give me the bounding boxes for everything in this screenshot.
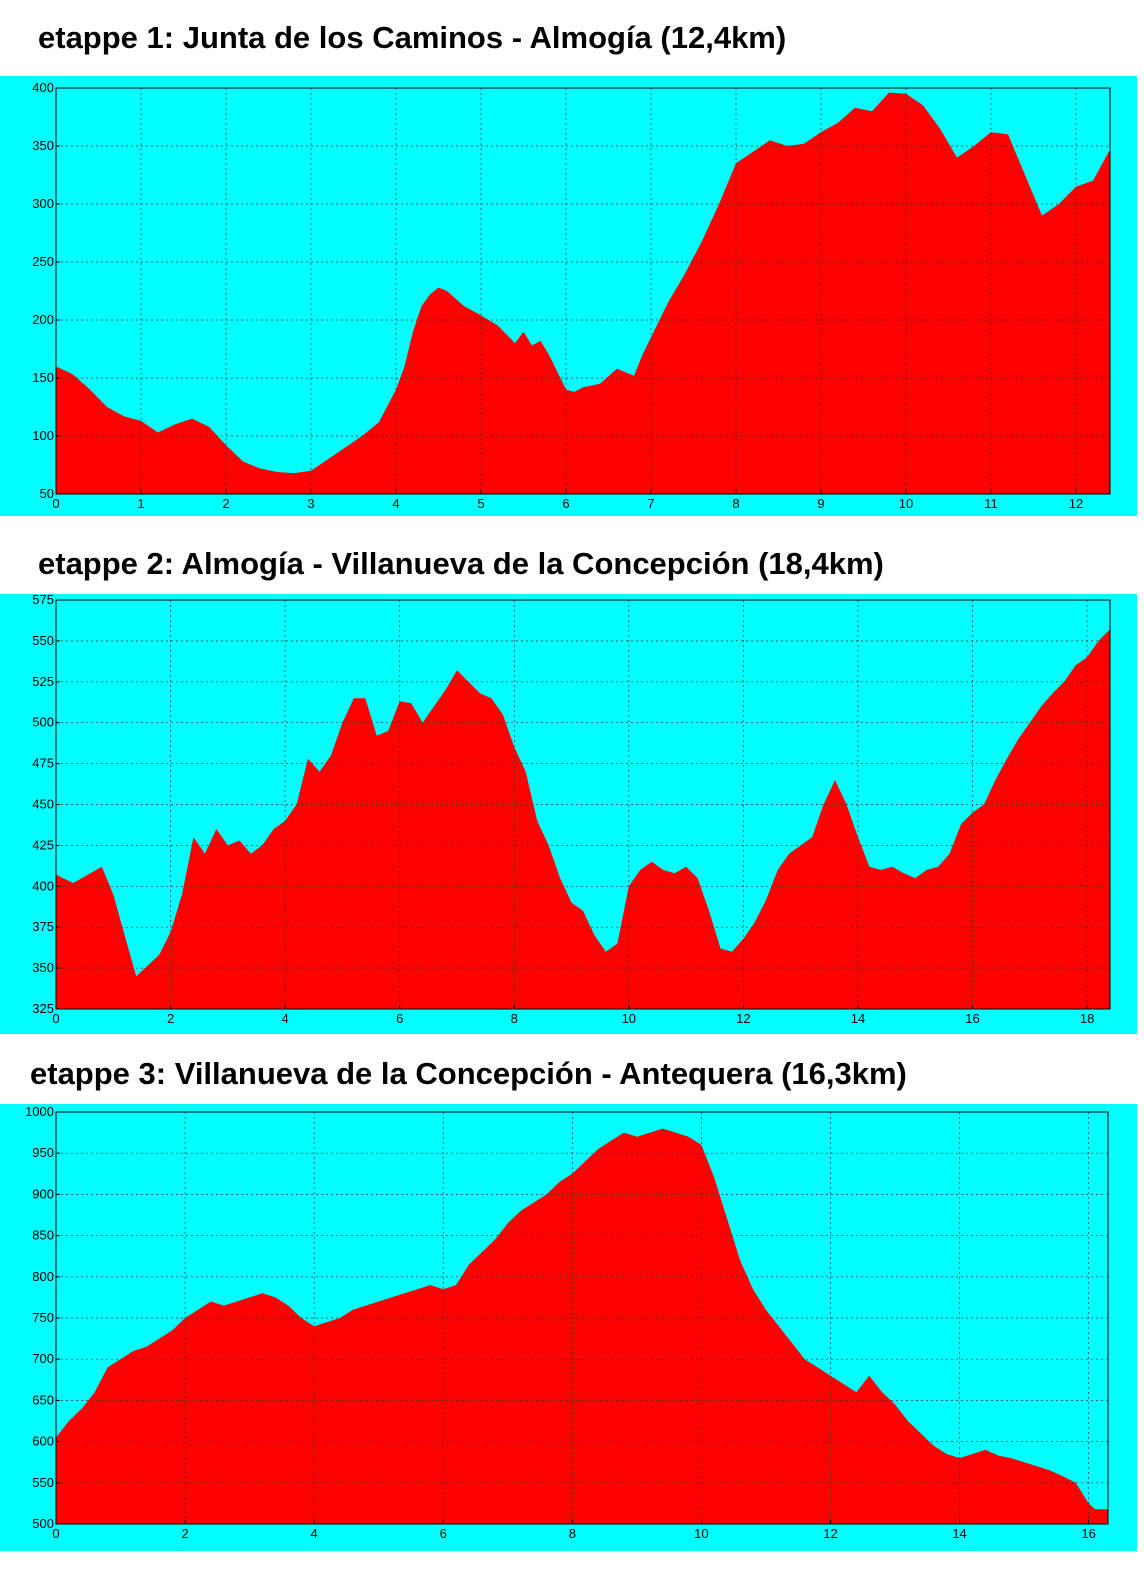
y-tick-label: 450 [32,797,54,812]
x-tick-label: 18 [1080,1011,1094,1026]
x-tick-label: 2 [181,1526,188,1541]
x-tick-label: 12 [1069,496,1083,511]
x-tick-label: 10 [694,1526,708,1541]
x-tick-label: 10 [622,1011,636,1026]
y-tick-label: 250 [32,254,54,269]
chart-svg-3: 0 2 4 6 8 10 12 14 16 500 550 600 650 700 750 800 850 900… [25,1104,1109,1541]
x-tick-label: 4 [282,1011,289,1026]
x-tick-label: 16 [965,1011,979,1026]
y-tick-label: 200 [32,312,54,327]
x-tick-label: 9 [817,496,824,511]
y-tick-label: 150 [32,370,54,385]
x-tick-label: 6 [440,1526,447,1541]
chart-title-1: etappe 1: Junta de los Caminos - Almogía… [38,20,787,55]
x-tick-label: 0 [52,1526,59,1541]
y-tick-label: 550 [32,1475,54,1490]
elevation-area [56,629,1110,1009]
chart-svg-2: 0 2 4 6 8 10 12 14 16 18 325 350 375 400 425 450 475 500 5… [32,594,1111,1026]
x-tick-label: 4 [392,496,399,511]
elevation-area [56,1128,1108,1524]
x-tick-label: 14 [952,1526,966,1541]
x-tick-label: 11 [984,496,998,511]
y-tick-label: 350 [32,138,54,153]
y-tick-label: 650 [32,1392,54,1407]
y-tick-label: 900 [32,1186,54,1201]
y-tick-label: 350 [32,960,54,975]
y-tick-label: 300 [32,196,54,211]
x-tick-label: 1 [137,496,144,511]
x-tick-label: 14 [851,1011,865,1026]
y-tick-label: 600 [32,1434,54,1449]
y-tick-label: 475 [32,756,54,771]
plot-frame [55,87,1111,495]
x-tick-label: 8 [732,496,739,511]
chart-title-3: etappe 3: Villanueva de la Concepción - … [30,1056,907,1091]
y-tick-label: 850 [32,1228,54,1243]
y-tick-label: 525 [32,674,54,689]
y-tick-label: 425 [32,837,54,852]
x-tick-label: 12 [736,1011,750,1026]
y-tick-label: 400 [32,878,54,893]
y-tick-label: 500 [32,1516,54,1531]
x-tick-label: 0 [52,496,59,511]
x-tick-label: 6 [562,496,569,511]
y-tick-label: 500 [32,715,54,730]
y-tick-label: 575 [32,594,54,607]
y-tick-label: 400 [32,80,54,95]
y-tick-label: 50 [40,486,54,501]
elevation-chart-2: 0 2 4 6 8 10 12 14 16 18 325 350 375 400 425 450 475 500 5… [0,594,1137,1034]
y-tick-label: 700 [32,1351,54,1366]
x-tick-label: 8 [569,1526,576,1541]
x-tick-label: 3 [307,496,314,511]
y-tick-label: 950 [32,1145,54,1160]
x-tick-label: 0 [52,1011,59,1026]
chart-title-2: etappe 2: Almogía - Villanueva de la Con… [38,546,884,581]
y-tick-label: 750 [32,1310,54,1325]
x-tick-label: 4 [311,1526,318,1541]
y-tick-label: 375 [32,919,54,934]
x-tick-label: 10 [899,496,913,511]
x-tick-label: 8 [511,1011,518,1026]
x-tick-label: 2 [222,496,229,511]
elevation-chart-1: 0 1 2 3 4 5 6 7 8 9 10 11 12 50 100 150 200 250 300 350 400 [0,76,1137,516]
x-tick-label: 2 [167,1011,174,1026]
y-tick-label: 800 [32,1269,54,1284]
x-tick-label: 12 [823,1526,837,1541]
x-tick-label: 16 [1081,1526,1095,1541]
y-tick-label: 1000 [25,1104,54,1119]
elevation-area [56,92,1110,494]
x-tick-label: 5 [477,496,484,511]
elevation-chart-3: 0 2 4 6 8 10 12 14 16 500 550 600 650 700 750 800 850 900… [0,1104,1137,1551]
y-tick-label: 100 [32,428,54,443]
x-tick-label: 7 [647,496,654,511]
y-tick-label: 550 [32,633,54,648]
x-tick-label: 6 [396,1011,403,1026]
y-tick-label: 325 [32,1001,54,1016]
